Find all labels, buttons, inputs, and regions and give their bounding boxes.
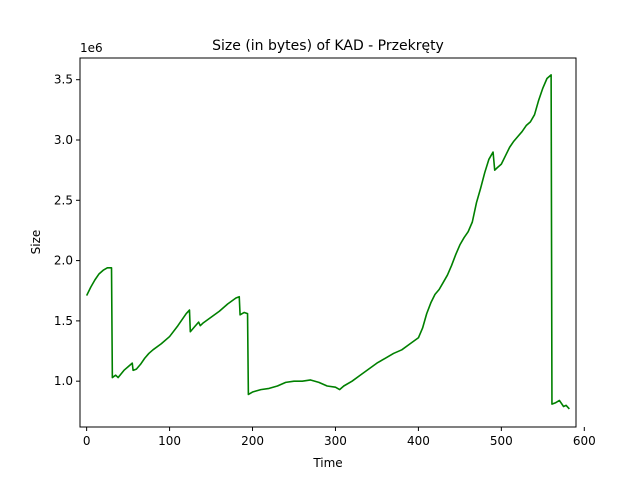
x-tick-label: 400 bbox=[407, 434, 430, 448]
y-axis-offset-label: 1e6 bbox=[80, 41, 103, 55]
y-tick-label: 3.0 bbox=[54, 133, 73, 147]
y-tick-label: 3.5 bbox=[54, 73, 73, 87]
plot-frame bbox=[79, 57, 577, 428]
x-tick-label: 100 bbox=[158, 434, 181, 448]
x-tick-label: 500 bbox=[490, 434, 513, 448]
y-tick-label: 2.5 bbox=[54, 193, 73, 207]
y-tick-label: 2.0 bbox=[54, 254, 73, 268]
chart-title: Size (in bytes) of KAD - Przekręty bbox=[212, 38, 444, 54]
y-tick-label: 1.5 bbox=[54, 314, 73, 328]
x-tick-label: 300 bbox=[324, 434, 347, 448]
x-axis-label: Time bbox=[312, 456, 342, 470]
y-axis-label: Size bbox=[29, 230, 43, 255]
x-tick-label: 0 bbox=[83, 434, 91, 448]
x-tick-label: 600 bbox=[573, 434, 596, 448]
x-tick-label: 200 bbox=[241, 434, 264, 448]
series-line-0 bbox=[85, 74, 570, 410]
y-tick-label: 1.0 bbox=[54, 374, 73, 388]
